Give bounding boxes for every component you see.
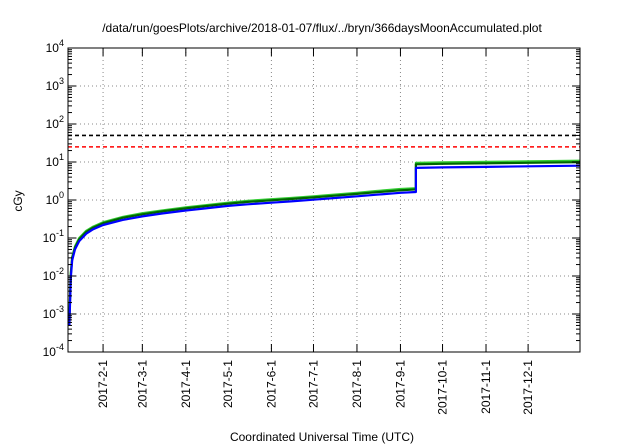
y-tick-label: 100 — [46, 190, 64, 207]
x-tick-label: 2017-3-1 — [135, 360, 149, 408]
y-tick-label-base: 10 — [43, 231, 57, 245]
x-tick-labels: 2017-2-1 2017-3-1 2017-4-1 2017-5-1 2017-6-1… — [96, 360, 535, 415]
y-tick-label-base: 10 — [46, 193, 60, 207]
y-tick-label: 10-3 — [43, 304, 64, 321]
y-tick-label-exponent: 2 — [59, 114, 64, 124]
threshold-lines — [68, 134, 580, 148]
x-axis-label: Coordinated Universal Time (UTC) — [230, 430, 414, 444]
y-tick-label-exponent: -3 — [56, 304, 64, 314]
y-tick-label-exponent: 4 — [59, 38, 64, 48]
y-tick-label-base: 10 — [43, 269, 57, 283]
x-tick-label: 2017-5-1 — [221, 360, 235, 408]
y-tick-label-exponent: 0 — [59, 190, 64, 200]
y-tick-label: 104 — [46, 38, 64, 55]
y-tick-label-base: 10 — [46, 155, 60, 169]
chart-title: /data/run/goesPlots/archive/2018-01-07/f… — [102, 21, 542, 35]
y-tick-label-exponent: 3 — [59, 76, 64, 86]
series-line — [68, 164, 581, 326]
y-tick-label: 10-2 — [43, 266, 64, 283]
x-tick-label: 2017-8-1 — [350, 360, 364, 408]
y-tick-label: 10-4 — [43, 342, 64, 359]
y-tick-label: 10-1 — [43, 228, 64, 245]
x-tick-label: 2017-10-1 — [436, 360, 450, 415]
axis-ticks — [68, 47, 580, 353]
y-tick-label-exponent: -1 — [56, 228, 64, 238]
y-tick-label-base: 10 — [43, 307, 57, 321]
y-tick-label: 102 — [46, 114, 64, 131]
y-tick-label: 101 — [46, 152, 64, 169]
y-tick-label-base: 10 — [46, 117, 60, 131]
x-tick-label: 2017-11-1 — [479, 360, 493, 414]
grid-lines — [68, 48, 580, 352]
y-tick-label-base: 10 — [46, 79, 60, 93]
x-tick-label: 2017-12-1 — [521, 360, 535, 415]
x-tick-label: 2017-6-1 — [264, 360, 278, 408]
y-tick-label-base: 10 — [43, 345, 57, 359]
y-tick-label-base: 10 — [46, 41, 60, 55]
y-axis-label: cGy — [11, 190, 25, 211]
x-tick-label: 2017-4-1 — [179, 360, 193, 408]
x-tick-label: 2017-9-1 — [393, 360, 407, 408]
y-tick-label-exponent: 1 — [59, 152, 64, 162]
y-tick-label-exponent: -2 — [56, 266, 64, 276]
x-tick-label: 2017-2-1 — [96, 360, 110, 408]
data-series — [68, 159, 581, 326]
y-tick-label-exponent: -4 — [56, 342, 64, 352]
y-tick-label: 103 — [46, 76, 64, 93]
x-tick-label: 2017-7-1 — [306, 360, 320, 408]
